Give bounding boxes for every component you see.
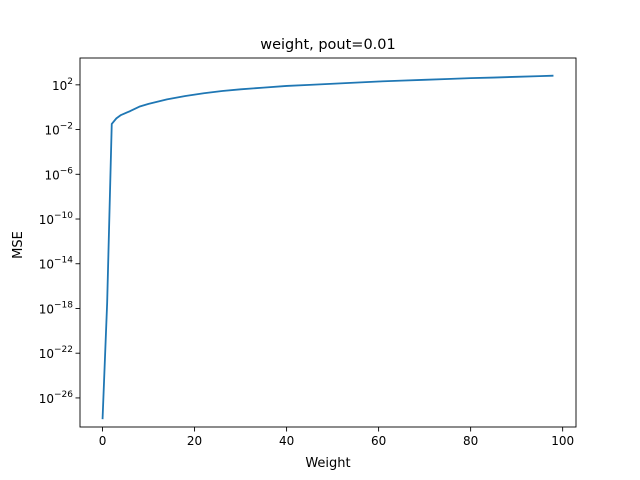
y-axis-label: MSE [11, 231, 26, 259]
x-tick-label: 0 [99, 434, 107, 448]
axis-ticks: 0 20 40 60 80 100 102 10−2 10−6 10−10 10−14 10−18 10… [39, 77, 574, 448]
chart-title: weight, pout=0.01 [260, 37, 396, 53]
y-tick-label: 10−2 [44, 122, 73, 138]
series-line-0 [101, 74, 554, 420]
axes-frame [79, 57, 577, 428]
y-tick-label: 10−14 [39, 256, 74, 272]
y-tick-label: 10−22 [39, 345, 73, 361]
x-axis-label: Weight [305, 456, 350, 471]
x-tick-label: 60 [371, 434, 386, 448]
x-tick-label: 80 [463, 434, 478, 448]
x-tick-label: 20 [187, 434, 202, 448]
y-tick-label: 10−26 [39, 390, 74, 406]
y-tick-label: 10−6 [44, 166, 73, 182]
x-tick-label: 100 [551, 434, 574, 448]
y-tick-label: 102 [52, 77, 73, 93]
plot-area [79, 57, 577, 428]
x-tick-label: 40 [279, 434, 294, 448]
y-tick-label: 10−10 [39, 211, 74, 227]
y-tick-label: 10−18 [39, 300, 74, 316]
